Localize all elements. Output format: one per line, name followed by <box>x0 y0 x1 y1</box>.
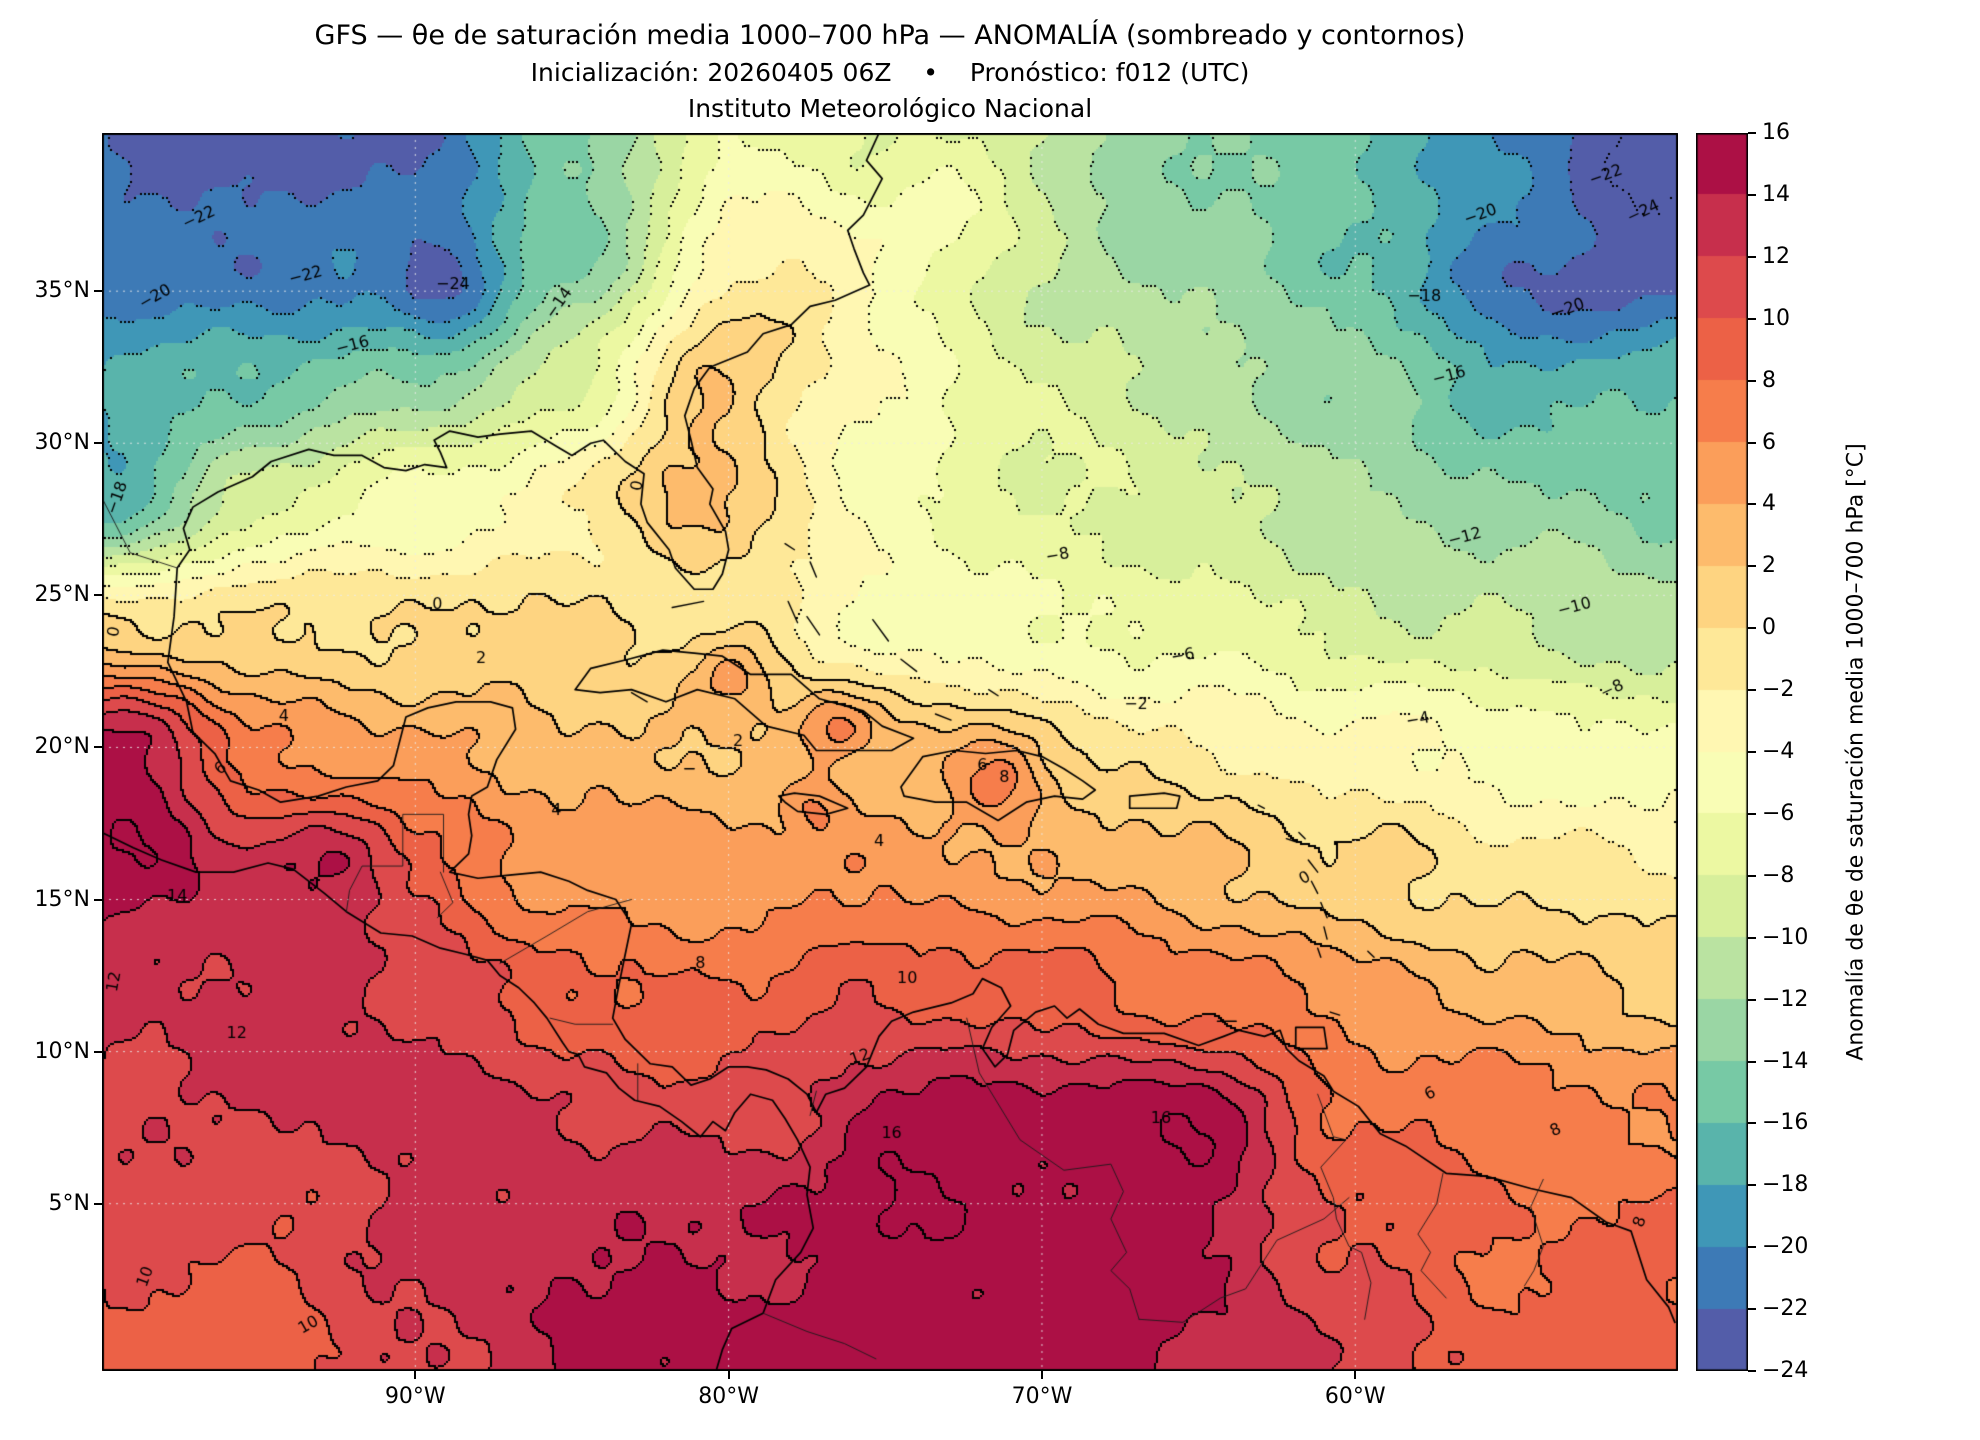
chart-title: GFS — θe de saturación media 1000–700 hP… <box>314 20 1466 51</box>
colorbar-tick-label: −16 <box>1762 1110 1809 1136</box>
colorbar-tick-label: −10 <box>1762 924 1809 950</box>
colorbar-tick-label: −18 <box>1762 1172 1809 1198</box>
x-tick-mark <box>414 1371 417 1379</box>
chart-institution: Instituto Meteorológico Nacional <box>687 94 1093 123</box>
colorbar-tick-label: 2 <box>1762 553 1776 579</box>
y-tick-label: 35°N <box>34 278 90 304</box>
colorbar-tick-label: 14 <box>1762 181 1790 207</box>
y-tick-mark <box>94 746 102 749</box>
y-tick-mark <box>94 290 102 293</box>
x-tick-mark <box>727 1371 730 1379</box>
y-tick-mark <box>94 442 102 445</box>
colorbar-tick-label: −6 <box>1762 800 1795 826</box>
colorbar-tick-mark <box>1748 936 1756 939</box>
colorbar-tick-mark <box>1748 1308 1756 1311</box>
chart-subtitle: Inicialización: 20260405 06Z • Pronóstic… <box>530 58 1250 87</box>
y-tick-label: 5°N <box>48 1190 90 1216</box>
colorbar-tick-mark <box>1748 565 1756 568</box>
colorbar-tick-mark <box>1748 1370 1756 1372</box>
colorbar-tick-mark <box>1748 193 1756 196</box>
x-tick-label: 80°W <box>698 1384 759 1409</box>
x-tick-label: 60°W <box>1324 1384 1386 1409</box>
colorbar-tick-mark <box>1748 751 1756 753</box>
x-tick-mark <box>1040 1371 1043 1379</box>
colorbar <box>1696 133 1748 1371</box>
colorbar-tick-mark <box>1748 874 1756 877</box>
colorbar-tick-mark <box>1748 317 1756 320</box>
y-tick-mark <box>94 898 102 901</box>
colorbar-tick-mark <box>1748 379 1756 382</box>
colorbar-tick-label: 4 <box>1762 491 1776 517</box>
colorbar-tick-label: −20 <box>1762 1234 1809 1260</box>
colorbar-tick-label: 12 <box>1762 243 1790 269</box>
colorbar-tick-mark <box>1748 441 1756 444</box>
y-tick-label: 15°N <box>34 886 90 912</box>
colorbar-tick-label: 8 <box>1762 367 1776 393</box>
y-tick-mark <box>94 594 102 597</box>
colorbar-tick-mark <box>1748 1246 1756 1249</box>
x-tick-label: 70°W <box>1011 1384 1073 1409</box>
colorbar-tick-mark <box>1748 998 1756 1001</box>
colorbar-tick-mark <box>1748 255 1756 258</box>
colorbar-tick-label: 6 <box>1762 429 1776 455</box>
colorbar-tick-label: 10 <box>1762 305 1790 331</box>
colorbar-label: Anomalía de θe de saturación media 1000–… <box>1843 443 1869 1061</box>
colorbar-tick-label: 16 <box>1762 120 1790 145</box>
colorbar-tick-label: −4 <box>1762 739 1795 764</box>
colorbar-tick-label: −24 <box>1762 1358 1809 1383</box>
colorbar-tick-label: −14 <box>1762 1048 1809 1074</box>
colorbar-tick-label: −2 <box>1762 677 1795 703</box>
x-tick-label: 90°W <box>384 1384 446 1409</box>
y-tick-label: 30°N <box>34 430 90 456</box>
y-tick-mark <box>94 1202 102 1205</box>
y-tick-mark <box>94 1050 102 1053</box>
colorbar-tick-mark <box>1748 627 1756 630</box>
map-canvas <box>102 133 1678 1371</box>
colorbar-tick-label: −12 <box>1762 986 1809 1012</box>
y-tick-label: 25°N <box>34 582 90 608</box>
colorbar-tick-label: 0 <box>1762 615 1776 641</box>
colorbar-tick-label: −8 <box>1762 862 1795 888</box>
y-tick-label: 10°N <box>34 1038 90 1064</box>
colorbar-tick-mark <box>1748 132 1756 134</box>
colorbar-tick-mark <box>1748 1060 1756 1063</box>
colorbar-tick-mark <box>1748 503 1756 506</box>
colorbar-tick-mark <box>1748 1184 1756 1187</box>
colorbar-tick-label: −22 <box>1762 1296 1809 1322</box>
y-tick-label: 20°N <box>34 734 90 760</box>
colorbar-tick-mark <box>1748 689 1756 692</box>
x-tick-mark <box>1354 1371 1357 1379</box>
colorbar-tick-mark <box>1748 1122 1756 1125</box>
colorbar-tick-mark <box>1748 812 1756 815</box>
